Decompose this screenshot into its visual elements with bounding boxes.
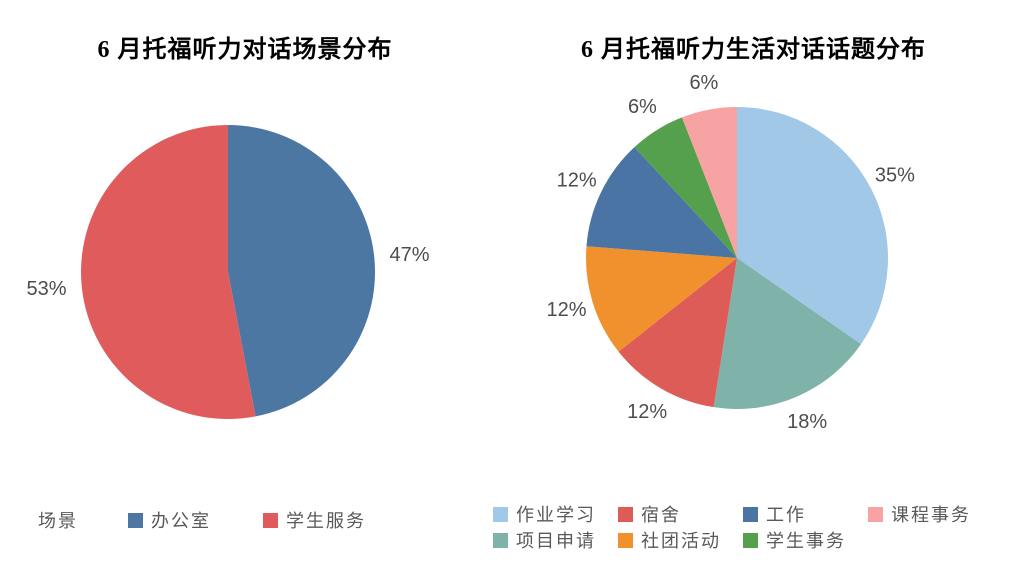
pie-slice-6 (681, 107, 737, 258)
legend-item: 办公室 (128, 507, 211, 533)
percent-label: 47% (389, 244, 429, 266)
legend-label: 课程事务 (891, 505, 971, 525)
legend-item: 作业学习 (493, 501, 618, 527)
percent-label: 12% (557, 169, 597, 191)
legend-item: 工作 (743, 501, 868, 527)
percent-label: 12% (546, 299, 586, 321)
scene-chart-title: 6 月托福听力对话场景分布 (97, 37, 393, 63)
legend-item: 学生事务 (743, 527, 868, 553)
legend-label: 工作 (766, 505, 806, 525)
pie-slice-5 (634, 117, 737, 259)
legend-swatch (618, 506, 633, 522)
percent-label: 6% (689, 72, 718, 94)
pie-slice-0 (737, 107, 888, 345)
legend-item: 宿舍 (618, 501, 743, 527)
pie-slice-4 (586, 147, 737, 258)
legend-label: 学生服务 (286, 511, 366, 531)
legend-swatch (128, 512, 143, 528)
legend-item: 课程事务 (868, 501, 993, 527)
legend-label: 学生事务 (766, 531, 846, 551)
legend-item: 社团活动 (618, 527, 743, 553)
percent-label: 12% (627, 401, 667, 423)
percent-label: 53% (26, 278, 66, 300)
legend-swatch (493, 532, 508, 548)
legend-label: 社团活动 (641, 531, 721, 551)
topic-chart-title: 6 月托福听力生活对话话题分布 (581, 37, 926, 63)
scene-legend: 场景 办公室 学生服务 (38, 507, 366, 533)
legend-series-name: 场景 (38, 511, 78, 531)
legend-swatch (618, 532, 633, 548)
legend-label: 项目申请 (516, 531, 596, 551)
legend-swatch (263, 512, 278, 528)
legend-label: 作业学习 (516, 505, 596, 525)
legend-swatch (868, 506, 883, 522)
legend-label: 宿舍 (641, 505, 681, 525)
percent-label: 35% (875, 164, 915, 186)
percent-label: 6% (628, 96, 657, 118)
legend-item: 项目申请 (493, 527, 618, 553)
percent-label: 18% (787, 411, 827, 433)
legend-swatch (743, 532, 758, 548)
topic-pie-chart: 35% 18% 12% 12% 12% 6% 6% (546, 72, 915, 433)
legend-label: 办公室 (151, 511, 211, 531)
pie-slice-1 (713, 258, 862, 410)
legend-swatch (493, 506, 508, 522)
legend-item: 学生服务 (263, 507, 366, 533)
scene-pie-chart: 47% 53% (26, 125, 430, 420)
pie-slice-2 (618, 258, 737, 408)
pie-slice-1 (81, 125, 256, 420)
pie-slice-3 (586, 246, 737, 352)
pie-slice-0 (228, 125, 376, 417)
legend-swatch (743, 506, 758, 522)
topic-legend: 作业学习 宿舍 工作 课程事务项目申请 社团活动 学生事务 (493, 501, 993, 553)
